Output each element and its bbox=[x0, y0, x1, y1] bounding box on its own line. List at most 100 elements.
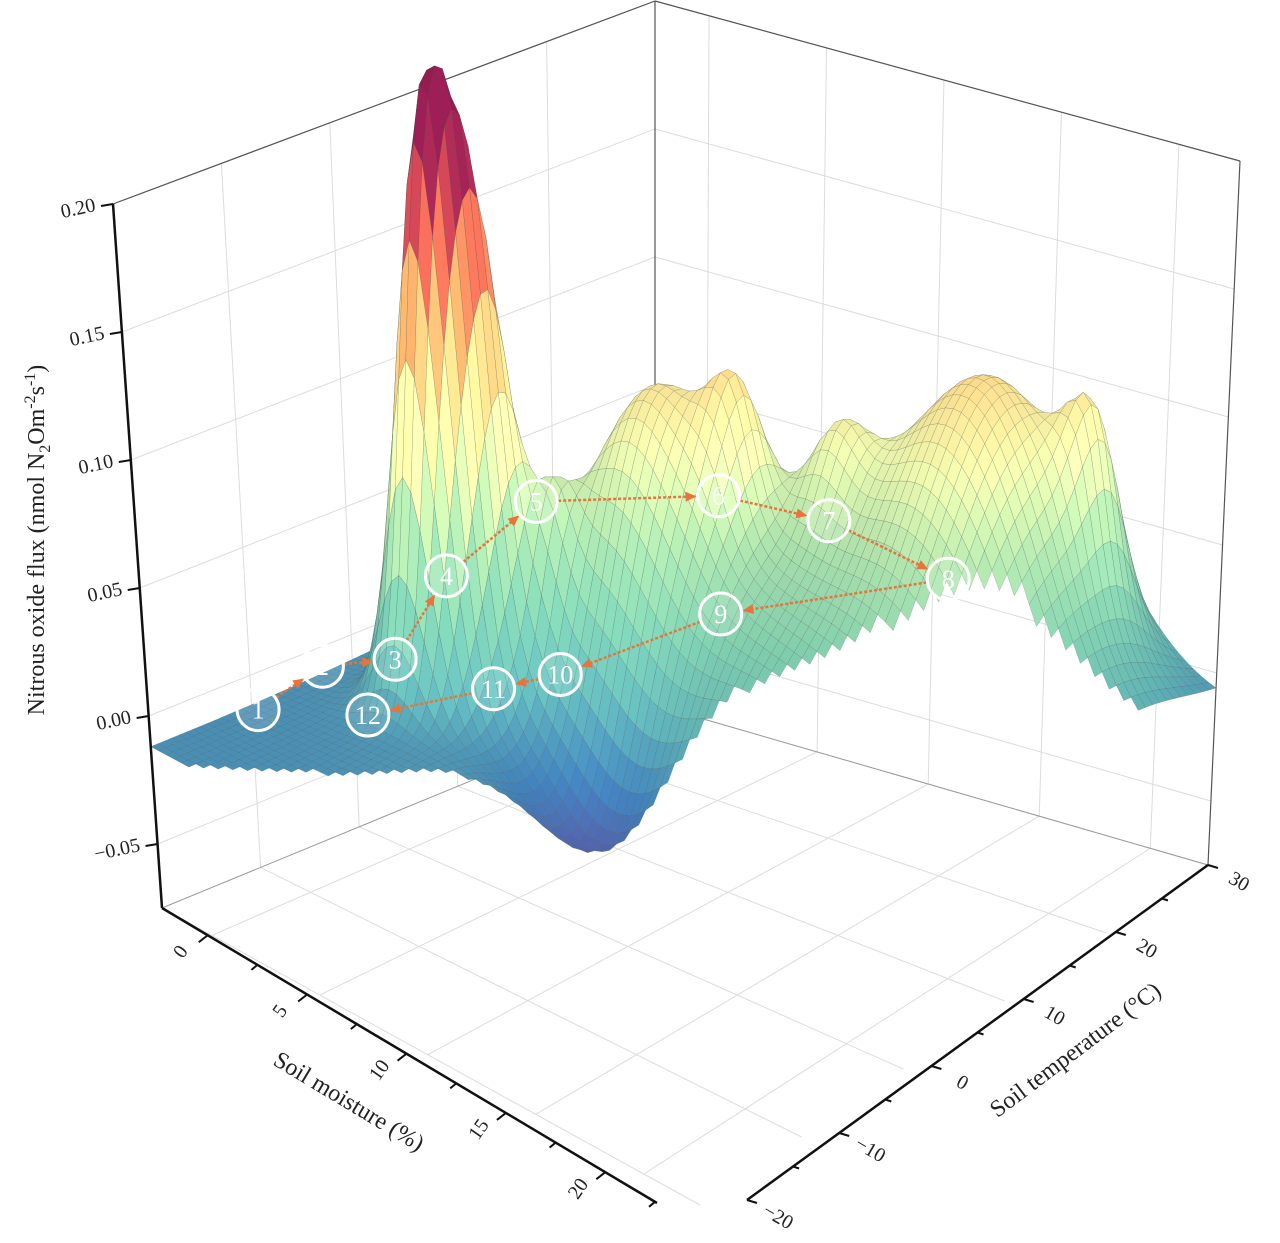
temperature-minor-tick bbox=[884, 1098, 892, 1103]
route-point-label: 6 bbox=[712, 482, 725, 511]
surface-cell bbox=[816, 637, 833, 659]
surface-cell bbox=[1172, 686, 1189, 698]
x-axis-title: Soil moisture (%) bbox=[269, 1047, 429, 1157]
z-tick bbox=[145, 843, 158, 847]
route-point-label: 7 bbox=[822, 507, 835, 536]
route-arrowhead bbox=[361, 657, 374, 668]
surface-cell bbox=[564, 842, 581, 850]
route-point-marker bbox=[372, 636, 418, 682]
temperature-tick bbox=[1207, 864, 1219, 869]
route-arrowhead bbox=[916, 560, 929, 570]
surface-cell bbox=[1186, 684, 1203, 694]
temperature-tick-label: 30 bbox=[1225, 867, 1253, 896]
moisture-minor-tick bbox=[648, 1201, 656, 1208]
route-point-marker bbox=[345, 692, 391, 738]
surface-cell bbox=[422, 764, 439, 773]
surface-cell bbox=[1179, 685, 1196, 696]
temperature-minor-tick bbox=[1069, 964, 1077, 969]
surface-cell bbox=[1193, 683, 1210, 693]
temperature-tick-label: 20 bbox=[1133, 934, 1161, 963]
route-point-label: 2 bbox=[316, 652, 329, 681]
box-edge bbox=[654, 0, 1241, 162]
route-segment bbox=[582, 620, 701, 668]
surface-cell bbox=[490, 785, 506, 795]
box-edge bbox=[112, 0, 656, 205]
box-edge bbox=[1207, 160, 1241, 866]
z-tick bbox=[109, 331, 123, 335]
z-title-part: s bbox=[24, 386, 50, 395]
z-tick-label: 0.15 bbox=[68, 322, 107, 351]
z-title-sup: -2 bbox=[22, 395, 39, 408]
route-point-marker bbox=[513, 478, 559, 524]
route-point-marker bbox=[698, 591, 744, 637]
route-arrowhead bbox=[507, 515, 520, 527]
moisture-tick-label: 0 bbox=[169, 941, 193, 962]
gridline-left-wall bbox=[121, 128, 656, 333]
route-point-label: 5 bbox=[530, 487, 543, 516]
route-segment bbox=[516, 677, 540, 685]
surface-cell bbox=[268, 764, 285, 773]
route-segment bbox=[744, 581, 927, 612]
moisture-tick bbox=[198, 934, 209, 944]
z-title-part: Om bbox=[24, 408, 50, 444]
temperature-minor-tick bbox=[1161, 897, 1169, 902]
route-arrowhead bbox=[424, 594, 435, 607]
route-point-marker bbox=[696, 473, 742, 519]
moisture-tick-label: 20 bbox=[564, 1174, 593, 1203]
gridline-floor bbox=[260, 866, 802, 1138]
route-point-marker bbox=[925, 556, 971, 602]
z-axis-title: Nitrous oxide flux (nmol N2Om-2s-1) bbox=[22, 365, 54, 716]
z-axis-line bbox=[111, 203, 164, 909]
surface-cell bbox=[1116, 682, 1132, 701]
gridline-floor bbox=[358, 826, 904, 1070]
z-tick bbox=[100, 203, 114, 207]
moisture-tick bbox=[297, 993, 308, 1003]
surface-cell bbox=[195, 760, 212, 769]
gridline-right-wall bbox=[654, 256, 1229, 418]
temperature-tick bbox=[1115, 931, 1127, 936]
gridline-floor bbox=[535, 815, 1040, 1115]
moisture-axis-line bbox=[161, 906, 658, 1205]
route-point-marker bbox=[299, 643, 345, 689]
route-point-label: 4 bbox=[440, 562, 453, 591]
moisture-tick bbox=[396, 1052, 408, 1062]
route-arrowhead bbox=[795, 508, 808, 519]
z-tick-label: 0.20 bbox=[59, 194, 98, 223]
surface-cell bbox=[393, 765, 410, 774]
route-segment bbox=[462, 515, 519, 563]
surface-cell bbox=[459, 773, 477, 780]
gridline-left-wall bbox=[130, 256, 656, 461]
temperature-tick-label: 10 bbox=[1040, 1001, 1068, 1030]
temperature-tick-label: −20 bbox=[759, 1199, 797, 1234]
z-tick-label: 0.05 bbox=[85, 578, 124, 607]
route-arrowhead bbox=[389, 703, 402, 714]
moisture-tick bbox=[496, 1112, 507, 1121]
gridline-floor bbox=[319, 751, 818, 996]
temperature-tick bbox=[931, 1065, 942, 1070]
surface-cell bbox=[364, 766, 380, 775]
route-point-marker bbox=[806, 498, 852, 544]
route-point-marker bbox=[471, 666, 517, 712]
route-point-label: 9 bbox=[714, 600, 727, 629]
y-axis-title: Soil temperature (°C) bbox=[985, 978, 1166, 1123]
route-segment bbox=[405, 595, 435, 642]
z-tick-label: −0.05 bbox=[92, 834, 142, 865]
temperature-minor-tick bbox=[792, 1165, 800, 1170]
gridline-right-wall bbox=[1149, 144, 1180, 849]
route-point-label: 10 bbox=[547, 661, 573, 690]
route-segment bbox=[391, 692, 473, 712]
surface-cell bbox=[1058, 619, 1074, 651]
route-point-label: 11 bbox=[481, 675, 506, 704]
surface bbox=[150, 65, 1217, 854]
surface-cell bbox=[437, 765, 454, 773]
route-point-marker bbox=[423, 553, 469, 599]
moisture-tick-label: 15 bbox=[464, 1115, 493, 1144]
temperature-tick-label: −10 bbox=[851, 1132, 889, 1167]
temperature-minor-tick bbox=[977, 1031, 984, 1036]
z-tick-label: 0.00 bbox=[94, 706, 133, 735]
route-point-marker bbox=[235, 687, 281, 733]
gridline-right-wall bbox=[654, 128, 1235, 290]
route-arrowhead bbox=[580, 658, 593, 668]
